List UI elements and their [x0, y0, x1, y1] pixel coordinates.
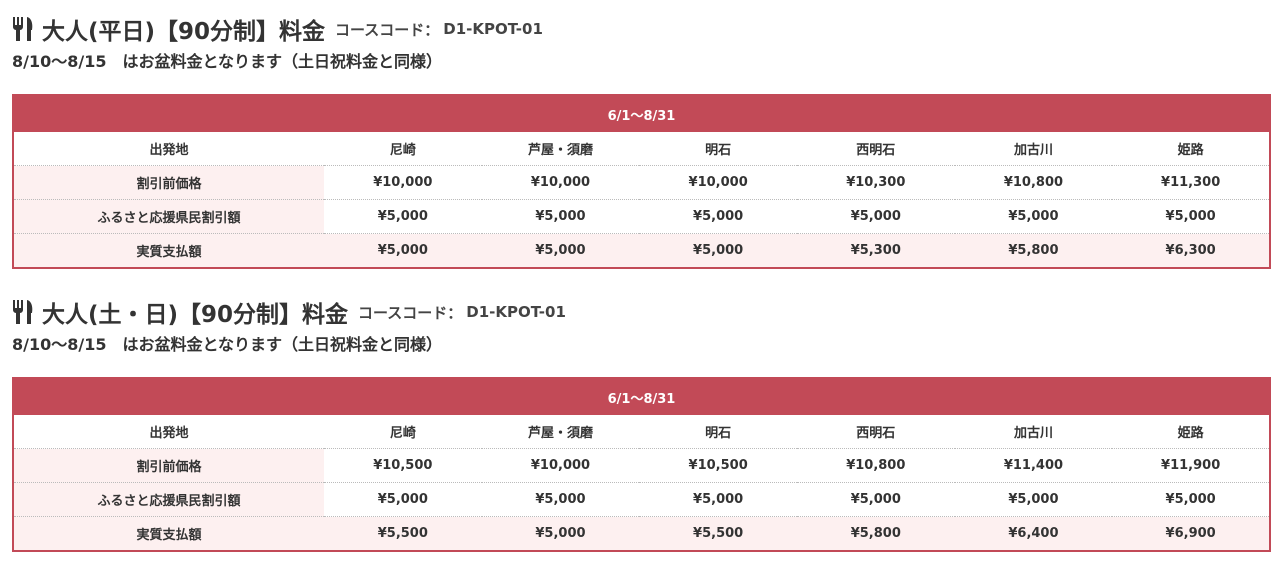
cell: ¥5,000 [481, 199, 640, 234]
price-section: 大人(平日)【90分制】料金 コースコード： D1-KPOT-01 8/10〜8/15… [12, 12, 1271, 269]
cell: 明石 [639, 132, 797, 166]
cell: ¥5,500 [639, 516, 797, 551]
course-code-label: コースコード： [358, 303, 463, 322]
cell: 姫路 [1112, 132, 1270, 166]
period-row: 6/1〜8/31 [13, 378, 1270, 415]
row-label: 出発地 [13, 415, 324, 449]
cell: ¥5,000 [324, 482, 482, 517]
table-row: ふるさと応援県民割引額 ¥5,000 ¥5,000 ¥5,000 ¥5,000 ¥5,00… [13, 199, 1270, 234]
period-header: 6/1〜8/31 [13, 378, 1270, 415]
table-row: ふるさと応援県民割引額 ¥5,000 ¥5,000 ¥5,000 ¥5,000 ¥5,00… [13, 482, 1270, 517]
price-table: 6/1〜8/31 出発地 尼崎 芦屋・須磨 明石 西明石 加古川 姫路 割引前価格 ¥10,500… [12, 377, 1271, 552]
cell: ¥10,000 [324, 165, 482, 200]
row-label: ふるさと応援県民割引額 [13, 199, 324, 234]
cell: ¥11,400 [954, 448, 1113, 483]
cell: ¥5,000 [481, 482, 640, 517]
cell: ¥6,300 [1112, 233, 1270, 268]
row-label: ふるさと応援県民割引額 [13, 482, 324, 517]
cell: 西明石 [796, 415, 955, 449]
row-label: 割引前価格 [13, 165, 324, 200]
cell: ¥11,300 [1112, 165, 1270, 200]
cell: ¥5,000 [796, 482, 955, 517]
title-line: 大人(平日)【90分制】料金 コースコード： D1-KPOT-01 [12, 12, 1271, 46]
cell: 尼崎 [324, 132, 482, 166]
cell: ¥10,800 [796, 448, 955, 483]
price-table: 6/1〜8/31 出発地 尼崎 芦屋・須磨 明石 西明石 加古川 姫路 割引前価格 ¥10,000… [12, 94, 1271, 269]
cell: 芦屋・須磨 [481, 132, 640, 166]
cell: 加古川 [954, 415, 1113, 449]
section-title: 大人(平日)【90分制】料金 [42, 19, 326, 45]
cell: ¥5,000 [639, 199, 797, 234]
cell: ¥6,400 [954, 516, 1113, 551]
cell: ¥5,800 [796, 516, 955, 551]
table-row: 割引前価格 ¥10,000 ¥10,000 ¥10,000 ¥10,300 ¥10,800… [13, 165, 1270, 200]
cutlery-icon [13, 17, 33, 41]
table-row: 実質支払額 ¥5,000 ¥5,000 ¥5,000 ¥5,300 ¥5,800 ¥6,30… [13, 233, 1270, 268]
cell: 芦屋・須磨 [481, 415, 640, 449]
period-header: 6/1〜8/31 [13, 95, 1270, 132]
note: 8/10〜8/15 はお盆料金となります（土日祝料金と同様） [12, 335, 443, 354]
cell: ¥6,900 [1112, 516, 1270, 551]
cell: ¥5,000 [324, 199, 482, 234]
row-label: 実質支払額 [13, 516, 324, 551]
cell: 西明石 [796, 132, 955, 166]
cell: ¥5,000 [481, 516, 640, 551]
period-row: 6/1〜8/31 [13, 95, 1270, 132]
cell: ¥10,800 [954, 165, 1113, 200]
title-line: 大人(土・日)【90分制】料金 コースコード： D1-KPOT-01 [12, 295, 1271, 329]
table-row: 実質支払額 ¥5,500 ¥5,000 ¥5,500 ¥5,800 ¥6,400 ¥6,90… [13, 516, 1270, 551]
row-label: 割引前価格 [13, 448, 324, 483]
cell: ¥5,000 [324, 233, 482, 268]
table-row: 出発地 尼崎 芦屋・須磨 明石 西明石 加古川 姫路 [13, 132, 1270, 166]
cell: ¥10,500 [639, 448, 797, 483]
price-section: 大人(土・日)【90分制】料金 コースコード： D1-KPOT-01 8/10〜8/1… [12, 295, 1271, 552]
cell: ¥10,000 [481, 448, 640, 483]
cell: ¥10,000 [481, 165, 640, 200]
cutlery-icon [13, 300, 33, 324]
row-label: 実質支払額 [13, 233, 324, 268]
cell: ¥5,000 [639, 482, 797, 517]
cell: ¥5,000 [954, 482, 1113, 517]
cell: ¥5,300 [796, 233, 955, 268]
table-row: 割引前価格 ¥10,500 ¥10,000 ¥10,500 ¥10,800 ¥11,400… [13, 448, 1270, 483]
cell: ¥10,500 [324, 448, 482, 483]
cell: ¥5,000 [796, 199, 955, 234]
cell: ¥5,000 [1112, 482, 1270, 517]
cell: 明石 [639, 415, 797, 449]
cell: ¥5,000 [639, 233, 797, 268]
cell: 加古川 [954, 132, 1113, 166]
course-code: D1-KPOT-01 [443, 20, 543, 38]
cell: ¥5,800 [954, 233, 1113, 268]
cell: ¥10,300 [796, 165, 955, 200]
course-code: D1-KPOT-01 [466, 303, 566, 321]
cell: ¥10,000 [639, 165, 797, 200]
course-code-label: コースコード： [335, 20, 440, 39]
row-label: 出発地 [13, 132, 324, 166]
cell: ¥5,500 [324, 516, 482, 551]
note: 8/10〜8/15 はお盆料金となります（土日祝料金と同様） [12, 52, 443, 71]
cell: 姫路 [1112, 415, 1270, 449]
cell: 尼崎 [324, 415, 482, 449]
cell: ¥5,000 [1112, 199, 1270, 234]
section-title: 大人(土・日)【90分制】料金 [42, 302, 349, 328]
cell: ¥5,000 [954, 199, 1113, 234]
cell: ¥11,900 [1112, 448, 1270, 483]
cell: ¥5,000 [481, 233, 640, 268]
table-row: 出発地 尼崎 芦屋・須磨 明石 西明石 加古川 姫路 [13, 415, 1270, 449]
